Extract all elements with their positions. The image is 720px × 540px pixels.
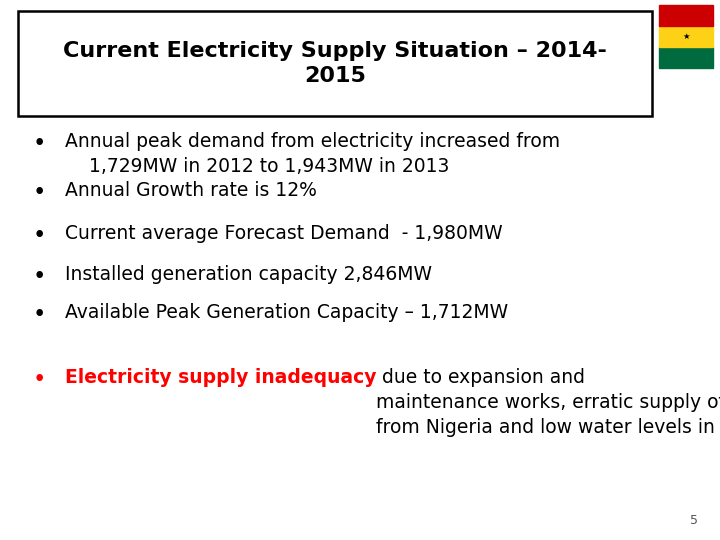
Text: •: • bbox=[33, 181, 46, 204]
Text: Available Peak Generation Capacity – 1,712MW: Available Peak Generation Capacity – 1,7… bbox=[65, 303, 508, 322]
Text: Current Electricity Supply Situation – 2014-
2015: Current Electricity Supply Situation – 2… bbox=[63, 40, 607, 86]
FancyBboxPatch shape bbox=[18, 11, 652, 116]
Text: due to expansion and
maintenance works, erratic supply of natural gas
from Niger: due to expansion and maintenance works, … bbox=[377, 368, 720, 437]
Text: Current average Forecast Demand  - 1,980MW: Current average Forecast Demand - 1,980M… bbox=[65, 224, 503, 243]
Bar bbox=[659, 5, 713, 26]
Text: •: • bbox=[33, 265, 46, 288]
Text: Annual Growth rate is 12%: Annual Growth rate is 12% bbox=[65, 181, 317, 200]
Bar bbox=[659, 26, 713, 47]
Text: Installed generation capacity 2,846MW: Installed generation capacity 2,846MW bbox=[65, 265, 432, 284]
Text: •: • bbox=[33, 224, 46, 247]
Text: •: • bbox=[33, 132, 46, 156]
Text: ★: ★ bbox=[682, 32, 690, 41]
Text: Electricity supply inadequacy: Electricity supply inadequacy bbox=[65, 368, 377, 387]
Text: 5: 5 bbox=[690, 514, 698, 526]
Text: •: • bbox=[33, 368, 46, 392]
Bar bbox=[659, 47, 713, 68]
Text: Annual peak demand from electricity increased from
    1,729MW in 2012 to 1,943M: Annual peak demand from electricity incr… bbox=[65, 132, 560, 176]
Text: •: • bbox=[33, 303, 46, 327]
